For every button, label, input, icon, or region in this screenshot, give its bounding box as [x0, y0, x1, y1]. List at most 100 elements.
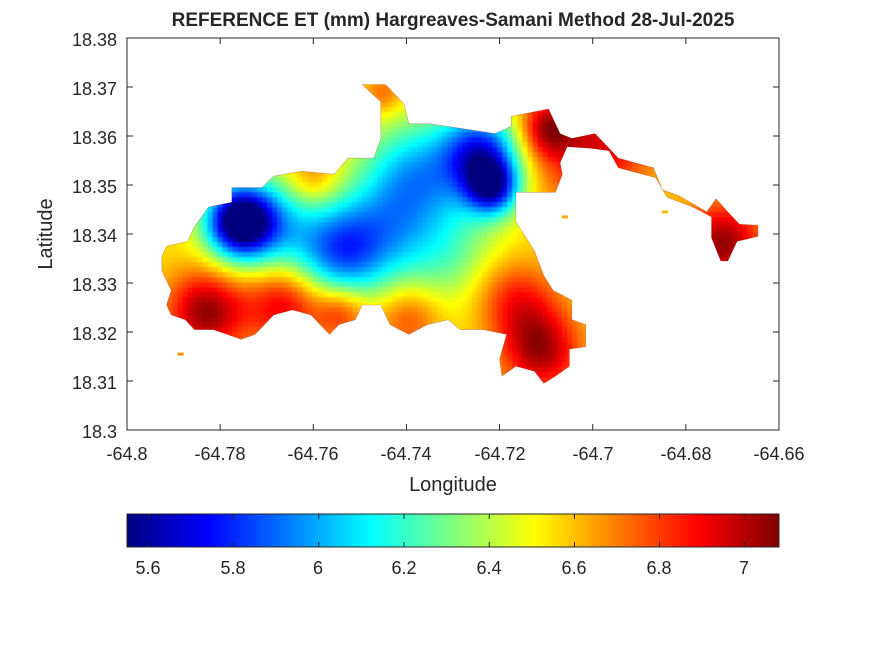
et-cell [482, 147, 488, 153]
et-cell [287, 172, 293, 178]
et-cell [427, 262, 433, 268]
et-cell [227, 212, 233, 218]
et-cell [512, 252, 518, 258]
et-cell [482, 167, 488, 173]
et-cell [242, 217, 248, 223]
et-cell [432, 257, 438, 263]
et-cell [472, 252, 478, 258]
et-cell [387, 92, 393, 98]
et-cell [342, 217, 348, 223]
et-cell [587, 132, 593, 138]
et-cell [352, 182, 358, 188]
et-cell [317, 262, 323, 268]
et-cell [412, 227, 418, 233]
et-cell [532, 182, 538, 188]
et-cell [287, 222, 293, 228]
et-cell [422, 132, 428, 138]
et-cell [312, 187, 318, 193]
et-cell [422, 202, 428, 208]
et-cell [392, 112, 398, 118]
et-cell [422, 272, 428, 278]
et-cell [452, 197, 458, 203]
et-cell [267, 237, 273, 243]
et-cell [392, 107, 398, 113]
et-cell [377, 84, 383, 88]
et-cell [232, 202, 238, 208]
et-cell [387, 147, 393, 153]
et-cell [452, 157, 458, 163]
et-cell [342, 207, 348, 213]
et-cell [507, 222, 513, 228]
et-cell [247, 267, 253, 273]
et-cell [257, 277, 263, 283]
et-cell [312, 172, 318, 178]
et-cell [552, 152, 558, 158]
et-cell [452, 227, 458, 233]
et-cell [382, 257, 388, 263]
et-cell [282, 267, 288, 273]
et-cell [392, 152, 398, 158]
et-cell [327, 267, 333, 273]
et-cell [497, 172, 503, 178]
et-cell [522, 277, 528, 283]
et-cell [307, 277, 313, 283]
et-cell [422, 262, 428, 268]
et-cell [417, 127, 423, 133]
et-cell [422, 222, 428, 228]
et-cell [392, 207, 398, 213]
et-cell [527, 157, 533, 163]
et-cell [372, 197, 378, 203]
et-cell [447, 262, 453, 268]
et-cell [372, 277, 378, 283]
et-cell [437, 227, 443, 233]
et-cell [397, 272, 403, 278]
et-cell [262, 217, 268, 223]
et-cell [342, 167, 348, 173]
et-cell [387, 257, 393, 263]
et-cell [357, 252, 363, 258]
et-cell [497, 132, 503, 138]
et-cell [477, 197, 483, 203]
et-cell [362, 232, 368, 238]
et-cell [352, 197, 358, 203]
et-cell [332, 197, 338, 203]
et-cell [242, 207, 248, 213]
et-cell [487, 152, 493, 158]
et-cell [302, 227, 308, 233]
et-cell [397, 257, 403, 263]
et-cell [717, 212, 723, 218]
et-cell [712, 222, 718, 228]
et-cell [162, 252, 168, 258]
et-cell [722, 257, 728, 263]
et-cell [257, 242, 263, 248]
et-cell [197, 272, 203, 278]
et-cell [187, 272, 193, 278]
et-cell [437, 267, 443, 273]
et-cell [292, 267, 298, 273]
et-cell [257, 227, 263, 233]
et-cell [187, 252, 193, 258]
et-cell [537, 152, 543, 158]
et-cell [202, 237, 208, 243]
et-cell [277, 187, 283, 193]
et-cell [427, 237, 433, 243]
et-cell [537, 122, 543, 128]
et-cell [352, 162, 358, 168]
et-cell [197, 257, 203, 263]
et-cell [307, 172, 313, 178]
et-cell [537, 167, 543, 173]
et-cell [492, 222, 498, 228]
et-cell [462, 157, 468, 163]
et-cell [357, 232, 363, 238]
et-cell [557, 172, 563, 178]
et-cell [352, 227, 358, 233]
et-cell [587, 137, 593, 143]
et-cell [357, 177, 363, 183]
et-cell [337, 167, 343, 173]
et-cell [457, 242, 463, 248]
et-cell [337, 252, 343, 258]
et-cell [232, 272, 238, 278]
et-cell [487, 222, 493, 228]
et-cell [482, 227, 488, 233]
et-cell [232, 252, 238, 258]
